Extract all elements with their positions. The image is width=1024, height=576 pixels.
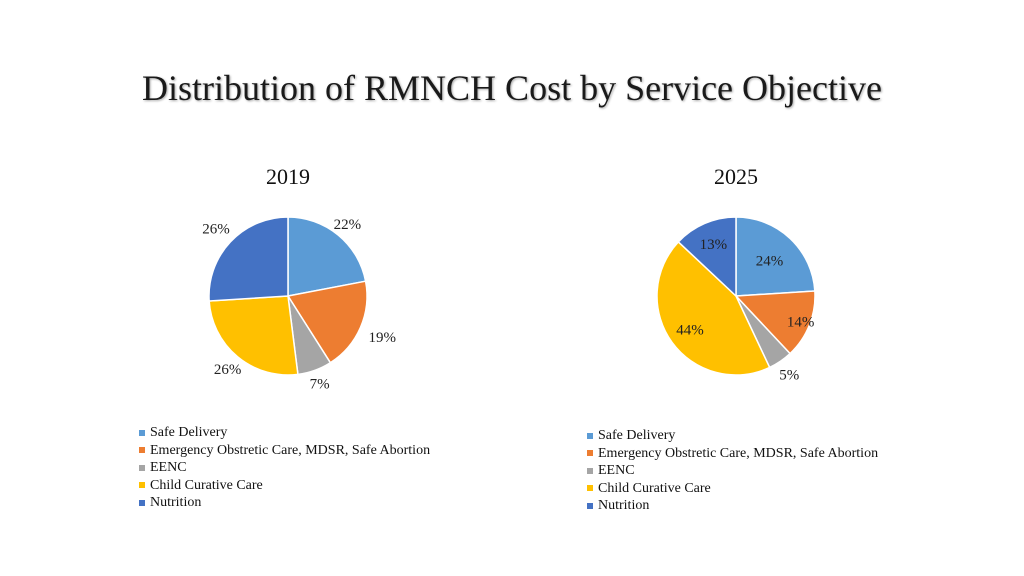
pie-slices bbox=[208, 216, 368, 376]
pie-chart-2025: 2025 24% 14% 5% 44% 13% Safe Delivery Emergen… bbox=[480, 0, 992, 576]
legend-swatch bbox=[587, 485, 593, 492]
legend-label: Emergency Obstretic Care, MDSR, Safe Abo… bbox=[150, 442, 431, 458]
pie-slice-safe-delivery bbox=[287, 216, 367, 297]
legend-label: EENC bbox=[150, 460, 187, 475]
legend-item-safe-delivery: Safe Delivery bbox=[587, 427, 878, 445]
pie-slice-emergency-obstretic-care-mdsr-safe-abortion bbox=[286, 280, 368, 364]
legend-swatch bbox=[139, 464, 145, 471]
legend-label: Child Curative Care bbox=[150, 477, 263, 493]
legend-item-emergency-obstretic-care-mdsr-safe-abortion: Emergency Obstretic Care, MDSR, Safe Abo… bbox=[139, 442, 430, 460]
data-label-eenc: 5% bbox=[779, 367, 799, 383]
legend-label: EENC bbox=[598, 463, 635, 478]
legend-swatch bbox=[587, 467, 593, 474]
data-label-child-curative-care: 44% bbox=[676, 322, 704, 338]
legend: Safe Delivery Emergency Obstretic Care, M… bbox=[587, 427, 878, 515]
legend-label: Child Curative Care bbox=[598, 480, 711, 496]
data-label-emergency-obstretic-care-mdsr-safe-abortion: 19% bbox=[369, 330, 397, 346]
legend-swatch bbox=[139, 499, 145, 506]
pie-chart-2019: 2019 22% 19% 7% 26% 26% Safe Delivery Emergen… bbox=[32, 0, 544, 576]
data-label-safe-delivery: 22% bbox=[334, 217, 362, 233]
legend-label: Safe Delivery bbox=[150, 425, 228, 440]
legend-item-nutrition: Nutrition bbox=[587, 497, 878, 515]
data-label-child-curative-care: 26% bbox=[214, 362, 242, 378]
legend-swatch bbox=[139, 447, 145, 454]
data-label-eenc: 7% bbox=[310, 377, 330, 393]
pie-data-labels: 22% 19% 7% 26% 26% bbox=[202, 217, 396, 393]
pie-slices bbox=[656, 216, 816, 376]
pie-slice-safe-delivery bbox=[735, 216, 816, 297]
legend-item-safe-delivery: Safe Delivery bbox=[139, 424, 430, 442]
legend-swatch bbox=[587, 450, 593, 457]
pie-slice-child-curative-care bbox=[208, 295, 299, 376]
legend-label: Emergency Obstretic Care, MDSR, Safe Abo… bbox=[598, 445, 879, 461]
pie-chart-2019-svg: 2019 22% 19% 7% 26% 26% bbox=[202, 164, 396, 393]
legend-item-child-curative-care: Child Curative Care bbox=[587, 480, 878, 498]
data-label-nutrition: 26% bbox=[202, 221, 230, 237]
legend-label: Nutrition bbox=[150, 495, 202, 510]
data-label-safe-delivery: 24% bbox=[756, 253, 784, 269]
slide-title: Distribution of RMNCH Cost by Service Ob… bbox=[142, 68, 882, 108]
legend-label: Nutrition bbox=[598, 498, 650, 513]
chart-title: 2019 bbox=[266, 164, 310, 189]
pie-data-labels: 24% 14% 5% 44% 13% bbox=[676, 237, 814, 384]
legend-swatch bbox=[587, 432, 593, 439]
pie-chart-2025-svg: 2025 24% 14% 5% 44% 13% bbox=[656, 164, 816, 384]
pie-slice-child-curative-care bbox=[656, 240, 771, 376]
legend-item-child-curative-care: Child Curative Care bbox=[139, 477, 430, 495]
legend-item-eenc: EENC bbox=[587, 462, 878, 480]
legend-label: Safe Delivery bbox=[598, 428, 676, 443]
pie-slice-nutrition bbox=[677, 216, 737, 298]
legend-swatch bbox=[139, 482, 145, 489]
legend-swatch bbox=[139, 429, 145, 436]
data-label-nutrition: 13% bbox=[700, 237, 728, 253]
chart-title: 2025 bbox=[714, 164, 758, 189]
pie-slice-nutrition bbox=[208, 216, 289, 302]
legend-item-nutrition: Nutrition bbox=[139, 494, 430, 512]
legend-item-eenc: EENC bbox=[139, 459, 430, 477]
legend: Safe Delivery Emergency Obstretic Care, M… bbox=[139, 424, 430, 512]
data-label-emergency-obstretic-care-mdsr-safe-abortion: 14% bbox=[787, 315, 815, 331]
pie-slice-emergency-obstretic-care-mdsr-safe-abortion bbox=[734, 290, 816, 355]
legend-item-emergency-obstretic-care-mdsr-safe-abortion: Emergency Obstretic Care, MDSR, Safe Abo… bbox=[587, 445, 878, 463]
legend-swatch bbox=[587, 502, 593, 509]
